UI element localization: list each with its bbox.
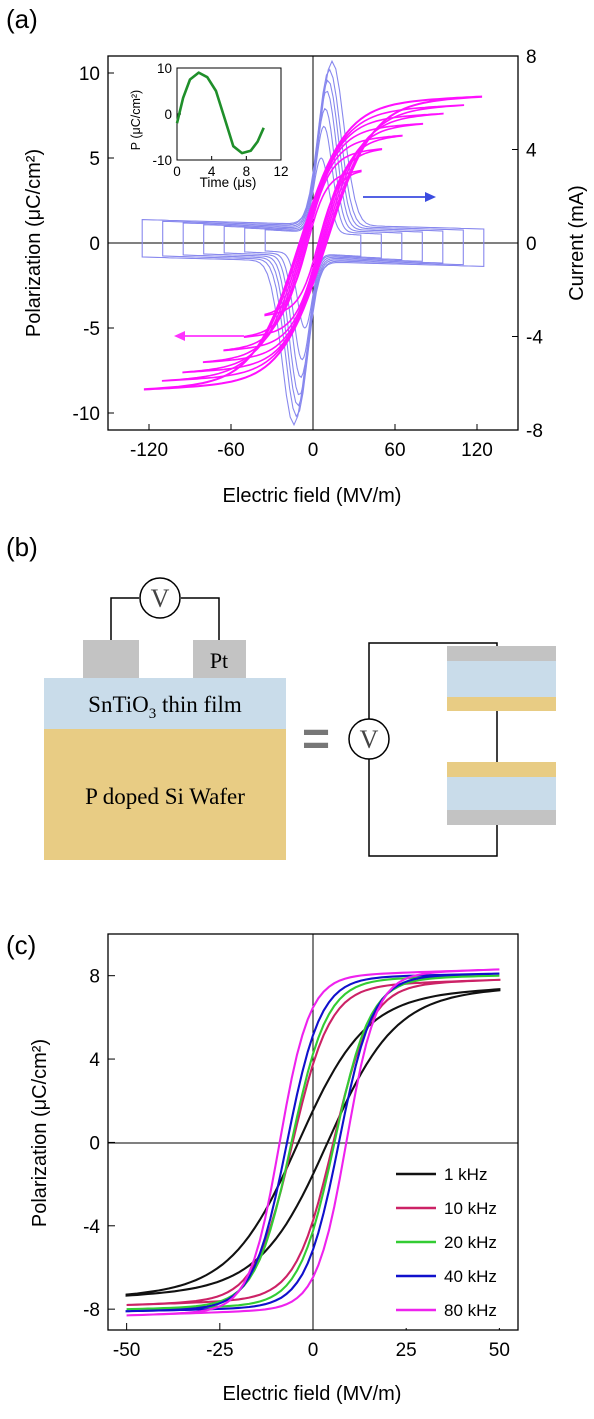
panel-label-c: (c) bbox=[6, 930, 36, 960]
device-schematic: V Pt SnTiO3 thin film P doped Si Wafer =… bbox=[44, 577, 556, 860]
voltmeter-label: V bbox=[151, 584, 170, 613]
current-loop bbox=[223, 107, 403, 379]
y-tick-label-right: 0 bbox=[526, 234, 537, 255]
y-tick-label: -4 bbox=[83, 1217, 100, 1238]
loop-80-khz bbox=[126, 968, 500, 1317]
panel-c-ylabel: Polarization (μC/cm²) bbox=[29, 1039, 51, 1227]
y-tick-label-left: 10 bbox=[79, 64, 100, 85]
y-tick-label-left: 0 bbox=[89, 234, 100, 255]
substrate-label: P doped Si Wafer bbox=[85, 784, 245, 809]
x-tick-label: -25 bbox=[206, 1340, 233, 1361]
panel-label-a: (a) bbox=[6, 4, 38, 34]
x-tick-label: 60 bbox=[384, 440, 405, 461]
voltage-source-label: V bbox=[360, 725, 379, 754]
voltage-source bbox=[348, 718, 390, 760]
inset-y-tick-label: 0 bbox=[164, 107, 172, 122]
x-tick-label: 50 bbox=[489, 1340, 510, 1361]
y-tick-label-right: 8 bbox=[526, 47, 537, 68]
capacitor-bottom bbox=[447, 762, 556, 825]
polarization-loop bbox=[243, 148, 383, 338]
polarization-loop bbox=[202, 122, 424, 364]
current-loop bbox=[264, 157, 362, 329]
x-tick-label: 25 bbox=[396, 1340, 417, 1361]
y-tick-label: -8 bbox=[83, 1300, 100, 1321]
inset-y-tick-label: -10 bbox=[152, 153, 172, 168]
inset-x-tick-label: 8 bbox=[243, 164, 251, 179]
x-tick-label: 120 bbox=[461, 440, 493, 461]
legend-label: 20 kHz bbox=[444, 1233, 497, 1252]
current-loop bbox=[203, 90, 423, 396]
panel-c-chart: -50 -25 0 25 50 8 4 0 -4 -8 1 kHz 10 kHz 20 kHz 40 k… bbox=[29, 933, 519, 1405]
panel-c-ticks: -50 -25 0 25 50 8 4 0 -4 -8 bbox=[83, 967, 510, 1361]
si-wafer-substrate bbox=[44, 729, 286, 860]
y-tick-label-right: 4 bbox=[526, 141, 537, 162]
y-tick-label: 0 bbox=[89, 1133, 100, 1154]
left-pt-electrode bbox=[83, 640, 139, 678]
y-tick-label: 8 bbox=[89, 967, 100, 988]
y-tick-label-right: -8 bbox=[526, 421, 543, 442]
y-tick-label-left: -5 bbox=[83, 319, 100, 340]
x-tick-label: -50 bbox=[113, 1340, 140, 1361]
x-tick-label: -120 bbox=[130, 440, 168, 461]
legend-label: 80 kHz bbox=[444, 1301, 497, 1320]
voltmeter bbox=[139, 577, 181, 619]
inset-x-tick-label: 0 bbox=[173, 164, 181, 179]
polarization-loop bbox=[143, 95, 483, 391]
legend-backdrop bbox=[388, 1150, 514, 1328]
inset-ylabel: P (μC/cm²) bbox=[129, 90, 143, 150]
inset-y-tick-label: 10 bbox=[157, 61, 172, 76]
legend-label: 1 kHz bbox=[444, 1165, 487, 1184]
polarization-loop bbox=[223, 134, 403, 352]
loop-20-khz bbox=[126, 974, 500, 1311]
y-tick-label-left: 5 bbox=[89, 149, 100, 170]
panel-a-xlabel: Electric field (MV/m) bbox=[223, 485, 402, 507]
inset-series-line bbox=[175, 71, 265, 155]
inset-x-tick-label: 4 bbox=[208, 164, 216, 179]
capacitor-top bbox=[447, 646, 556, 711]
legend-label: 40 kHz bbox=[444, 1267, 497, 1286]
loop-40-khz bbox=[125, 972, 500, 1313]
panel-a-ylabel-left: Polarization (μC/cm²) bbox=[23, 149, 45, 337]
inset-x-tick-label: 12 bbox=[273, 164, 288, 179]
panel-label-b: (b) bbox=[6, 532, 38, 562]
x-tick-label: -60 bbox=[217, 440, 244, 461]
right-pt-electrode bbox=[193, 640, 246, 678]
right-lead-wire bbox=[181, 597, 220, 647]
x-tick-label: 0 bbox=[308, 440, 319, 461]
equivalent-circuit: V bbox=[348, 642, 556, 857]
polarization-axis-arrow bbox=[174, 331, 244, 341]
y-tick-label-left: -10 bbox=[73, 404, 100, 425]
film-label: SnTiO3 thin film bbox=[88, 692, 242, 722]
y-tick-label: 4 bbox=[89, 1050, 100, 1071]
panel-c-xlabel: Electric field (MV/m) bbox=[223, 1383, 402, 1405]
current-loop bbox=[141, 59, 485, 427]
legend: 1 kHz 10 kHz 20 kHz 40 kHz 80 kHz bbox=[396, 1165, 497, 1320]
current-loop bbox=[182, 79, 444, 407]
equals-sign: = bbox=[302, 713, 330, 766]
polarization-loop bbox=[182, 112, 444, 374]
frequency-loops bbox=[125, 968, 501, 1317]
circuit-bottom-wire bbox=[368, 759, 498, 857]
sntio3-film-layer bbox=[44, 678, 286, 729]
legend-label: 10 kHz bbox=[444, 1199, 497, 1218]
inset-xlabel: Time (μs) bbox=[200, 175, 257, 190]
panel-a-ylabel-right: Current (mA) bbox=[566, 185, 588, 301]
current-axis-arrow bbox=[363, 192, 436, 202]
x-tick-label: 0 bbox=[308, 1340, 319, 1361]
current-loop bbox=[162, 68, 464, 418]
electrode-label: Pt bbox=[210, 648, 228, 673]
y-tick-label-right: -4 bbox=[526, 328, 543, 349]
polarization-loops bbox=[143, 95, 483, 391]
